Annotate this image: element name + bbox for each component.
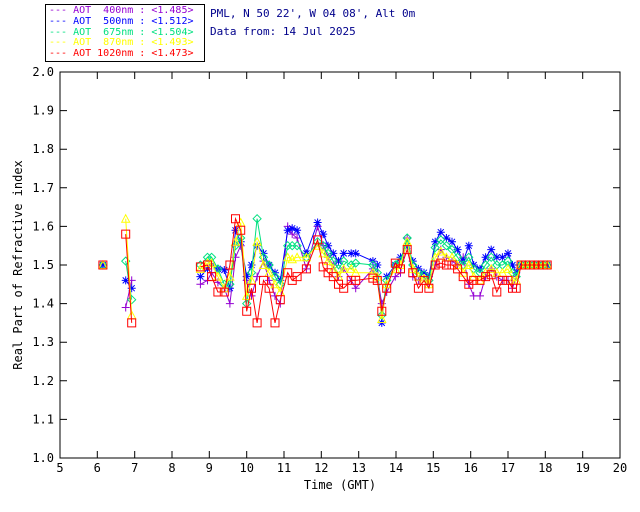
y-tick-label: 2.0 [32,65,54,79]
site-info-text: PML, N 50 22', W 04 08', Alt 0m [210,7,416,20]
y-tick-label: 1.1 [32,412,54,426]
x-tick-label: 7 [131,461,138,475]
series-markers-aot-675nm-diamond-icon [98,213,552,320]
legend-entry-aot-870nm: --- AOT 870nm : <1.493> [49,37,194,49]
legend-entry-aot-675nm: --- AOT 675nm : <1.504> [49,26,194,38]
x-tick-label: 8 [168,461,175,475]
y-tick-label: 1.6 [32,219,54,233]
x-tick-label: 14 [389,461,403,475]
legend-entry-aot-400nm: --- AOT 400nm : <1.485> [49,5,194,16]
series-line-aot-1020nm [125,216,548,324]
x-tick-label: 18 [538,461,552,475]
y-tick-label: 1.0 [32,451,54,465]
legend-entry-aot-500nm: --- AOT 500nm : <1.512> [49,15,194,27]
x-tick-label: 15 [426,461,440,475]
axis-ticks [59,71,621,459]
legend-box: --- AOT 400nm : <1.485> --- AOT 500nm : <… [45,4,205,62]
x-tick-label: 17 [501,461,515,475]
plot-header: PML, N 50 22', W 04 08', Alt 0m Data fro… [210,5,415,41]
y-tick-label: 1.3 [32,335,54,349]
x-tick-label: 5 [56,461,63,475]
x-tick-label: 16 [463,461,477,475]
y-tick-label: 1.9 [32,104,54,118]
x-tick-label: 19 [575,461,589,475]
y-tick-label: 1.5 [32,258,54,272]
legend-entry-aot-1020nm: --- AOT 1020nm : <1.473> [49,48,194,60]
y-tick-label: 1.2 [32,374,54,388]
x-tick-label: 10 [239,461,253,475]
date-info-text: Data from: 14 Jul 2025 [210,25,356,38]
x-tick-label: 6 [94,461,101,475]
y-tick-label: 1.7 [32,181,54,195]
x-axis-label: Time (GMT) [304,478,376,492]
x-tick-label: 11 [277,461,291,475]
x-tick-label: 9 [206,461,213,475]
y-tick-label: 1.4 [32,297,54,311]
y-tick-label: 1.8 [32,142,54,156]
x-tick-label: 13 [351,461,365,475]
x-tick-label: 20 [613,461,627,475]
x-tick-label: 12 [314,461,328,475]
series-markers-aot-1020nm-square-icon [98,214,552,328]
y-axis-label: Real Part of Refractive index [11,160,25,370]
